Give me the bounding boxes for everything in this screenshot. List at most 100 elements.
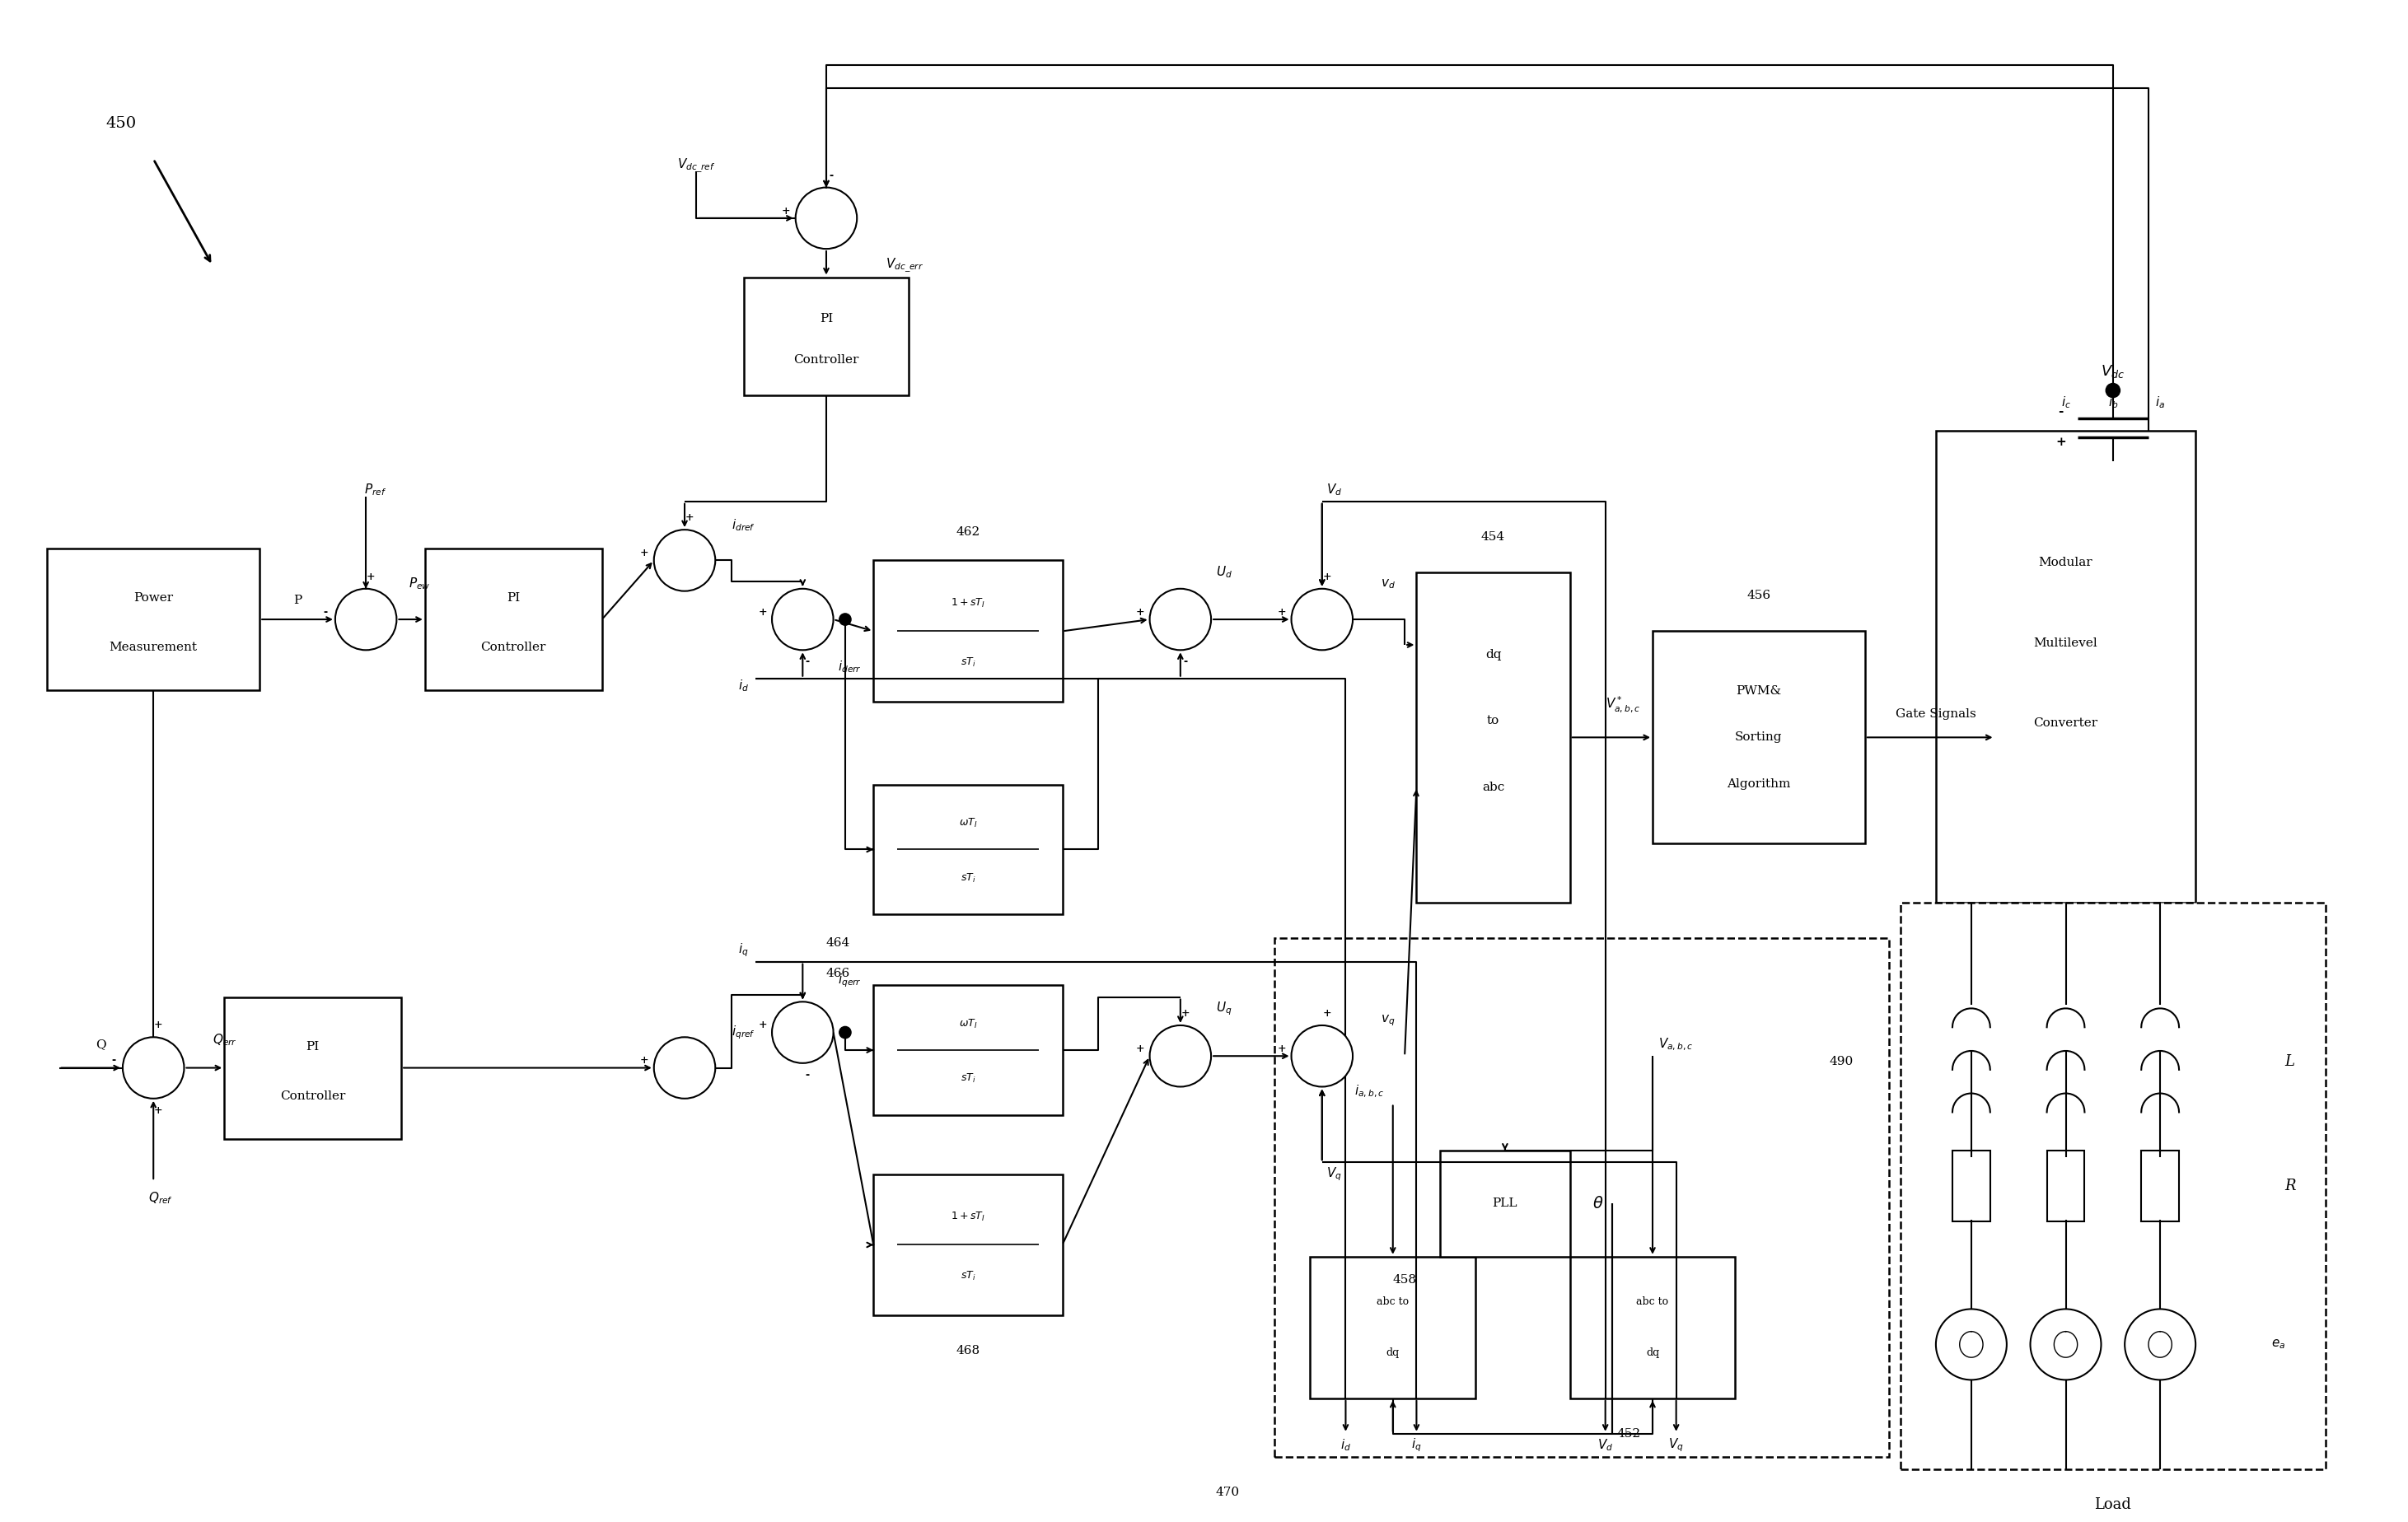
Bar <box>874 560 1062 702</box>
Text: $V_{dc\_ref}$: $V_{dc\_ref}$ <box>677 158 715 175</box>
Text: -: - <box>828 170 833 181</box>
Text: $i_{qref}$: $i_{qref}$ <box>732 1024 756 1041</box>
Text: 466: 466 <box>826 968 850 979</box>
Text: $i_a$: $i_a$ <box>2155 394 2165 409</box>
Circle shape <box>655 1036 715 1099</box>
Text: PI: PI <box>306 1041 320 1052</box>
Text: 458: 458 <box>1392 1274 1416 1286</box>
Text: $U_d$: $U_d$ <box>1216 565 1233 580</box>
Text: $v_q$: $v_q$ <box>1382 1014 1394 1027</box>
Text: PWM&: PWM& <box>1736 685 1782 697</box>
Text: $Q_{err}$: $Q_{err}$ <box>212 1032 236 1047</box>
Text: +: + <box>783 205 790 216</box>
Circle shape <box>2030 1309 2102 1380</box>
Text: +: + <box>759 1020 766 1030</box>
Text: $i_c$: $i_c$ <box>2061 394 2071 409</box>
Text: $V_q$: $V_q$ <box>1669 1437 1683 1454</box>
Text: $v_d$: $v_d$ <box>1382 577 1397 591</box>
Text: $\omega T_I$: $\omega T_I$ <box>958 817 978 829</box>
Text: Algorithm: Algorithm <box>1727 778 1792 790</box>
Text: Gate Signals: Gate Signals <box>1895 708 1977 720</box>
Text: -: - <box>1182 656 1187 667</box>
Text: +: + <box>1137 1044 1144 1055</box>
Text: +: + <box>641 1055 648 1065</box>
Bar <box>1274 938 1888 1457</box>
Text: $i_{qerr}$: $i_{qerr}$ <box>838 973 862 989</box>
Text: 462: 462 <box>956 527 980 537</box>
Bar <box>48 548 260 689</box>
Text: $i_{a,b,c}$: $i_{a,b,c}$ <box>1353 1084 1385 1099</box>
Text: dq: dq <box>1647 1347 1659 1358</box>
Text: $i_b$: $i_b$ <box>2107 394 2119 409</box>
Text: $Q_{ref}$: $Q_{ref}$ <box>149 1190 173 1205</box>
Text: $\theta$: $\theta$ <box>1592 1196 1604 1212</box>
Text: -: - <box>804 656 809 667</box>
Text: L: L <box>2285 1053 2295 1068</box>
Circle shape <box>773 1001 833 1062</box>
Text: +: + <box>759 607 766 618</box>
Text: 468: 468 <box>956 1345 980 1356</box>
Circle shape <box>1149 1026 1211 1087</box>
Bar <box>874 785 1062 915</box>
Circle shape <box>840 1026 850 1038</box>
Text: 456: 456 <box>1746 591 1770 601</box>
Text: $i_{dref}$: $i_{dref}$ <box>732 517 756 533</box>
Text: $V_q$: $V_q$ <box>1327 1166 1341 1183</box>
Circle shape <box>795 187 857 248</box>
Text: 450: 450 <box>106 116 137 131</box>
Circle shape <box>1291 1026 1353 1087</box>
Text: $i_{derr}$: $i_{derr}$ <box>838 659 862 674</box>
Text: 454: 454 <box>1481 531 1505 542</box>
Circle shape <box>2107 384 2119 397</box>
Bar <box>2047 1151 2085 1221</box>
Text: Modular: Modular <box>2040 557 2093 569</box>
Text: $V_{a,b,c}$: $V_{a,b,c}$ <box>1659 1036 1693 1052</box>
Circle shape <box>655 530 715 591</box>
Bar <box>744 277 908 396</box>
Bar <box>2141 1151 2179 1221</box>
Text: +: + <box>1279 607 1286 618</box>
Text: dq: dq <box>1387 1347 1399 1358</box>
Text: +: + <box>1279 1044 1286 1055</box>
Text: +: + <box>1322 572 1332 583</box>
Text: 470: 470 <box>1216 1487 1240 1499</box>
Circle shape <box>1936 1309 2006 1380</box>
Bar <box>1953 1151 1989 1221</box>
Text: $i_d$: $i_d$ <box>1341 1438 1351 1454</box>
Text: $U_q$: $U_q$ <box>1216 1000 1233 1017</box>
Text: -: - <box>804 1070 809 1081</box>
Text: abc: abc <box>1481 781 1505 793</box>
Text: Multilevel: Multilevel <box>2035 638 2097 648</box>
Text: R: R <box>2285 1178 2295 1193</box>
Text: +: + <box>154 1105 161 1116</box>
Text: $V_{dc}$: $V_{dc}$ <box>2100 364 2124 380</box>
Text: dq: dq <box>1486 648 1500 661</box>
Text: +: + <box>684 513 694 524</box>
Text: Controller: Controller <box>795 355 860 365</box>
Text: $e_a$: $e_a$ <box>2271 1338 2285 1352</box>
Bar <box>1440 1151 1570 1257</box>
Text: $V_{dc\_err}$: $V_{dc\_err}$ <box>886 257 922 274</box>
Text: Q: Q <box>96 1038 106 1050</box>
Text: abc to: abc to <box>1637 1297 1669 1307</box>
Circle shape <box>1149 589 1211 650</box>
Text: Power: Power <box>132 592 173 604</box>
Text: $sT_i$: $sT_i$ <box>961 872 975 884</box>
Bar <box>424 548 602 689</box>
Text: $i_d$: $i_d$ <box>739 677 749 693</box>
Text: -: - <box>111 1055 116 1065</box>
Text: Controller: Controller <box>482 642 547 653</box>
Text: $V^*_{a,b,c}$: $V^*_{a,b,c}$ <box>1606 694 1640 714</box>
Text: abc to: abc to <box>1377 1297 1409 1307</box>
Text: $1+sT_I$: $1+sT_I$ <box>951 1210 985 1222</box>
Text: -: - <box>323 607 327 618</box>
Circle shape <box>1291 589 1353 650</box>
Bar <box>1936 431 2196 903</box>
Circle shape <box>2124 1309 2196 1380</box>
Text: $V_d$: $V_d$ <box>1327 482 1341 498</box>
Text: Load: Load <box>2095 1498 2131 1511</box>
Circle shape <box>335 589 397 650</box>
Text: +: + <box>154 1020 161 1030</box>
Text: $i_q$: $i_q$ <box>739 941 749 959</box>
Circle shape <box>773 589 833 650</box>
